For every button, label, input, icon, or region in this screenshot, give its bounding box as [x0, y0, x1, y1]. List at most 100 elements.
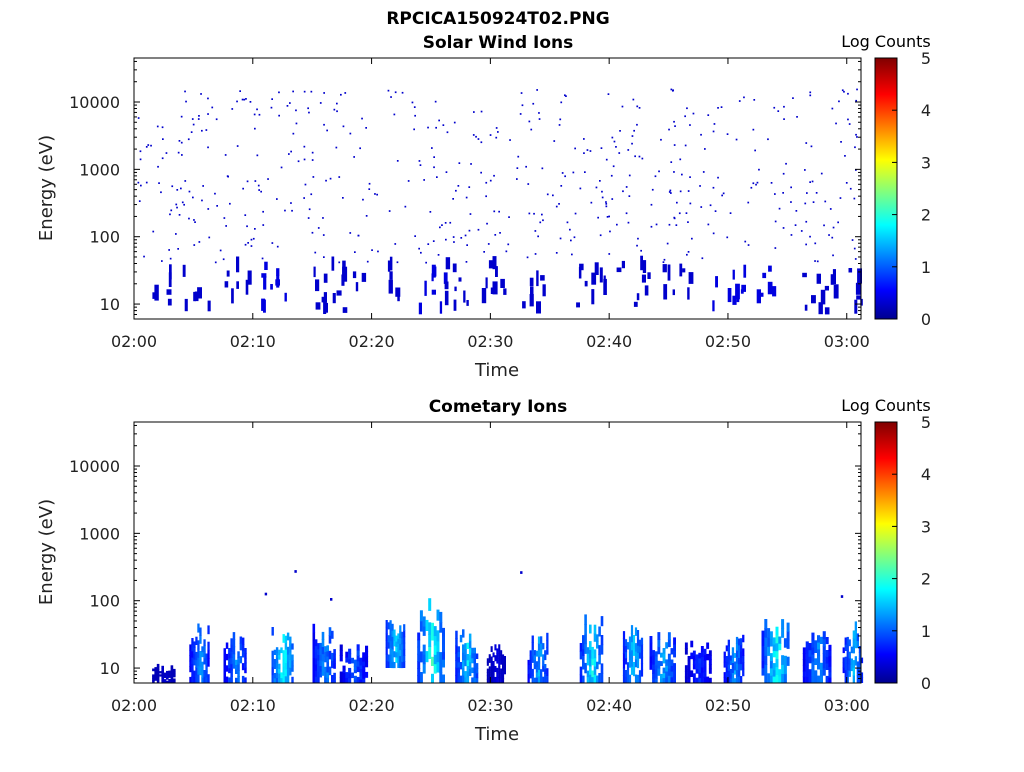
heatmap-cell	[254, 180, 257, 182]
heatmap-cell	[811, 661, 815, 669]
heatmap-cell	[457, 677, 460, 683]
heatmap-cell	[317, 227, 320, 229]
heatmap-cell	[462, 652, 465, 661]
heatmap-cell	[170, 209, 173, 212]
heatmap-cell	[673, 217, 676, 220]
heatmap-cell	[207, 641, 210, 651]
heatmap-cell	[188, 190, 191, 193]
colorbar	[874, 421, 898, 684]
heatmap-cell	[699, 185, 701, 187]
heatmap-cell	[847, 118, 849, 121]
heatmap-cell	[684, 665, 688, 672]
heatmap-cell	[612, 165, 615, 168]
heatmap-cell	[303, 158, 306, 161]
heatmap-cell	[673, 650, 676, 658]
heatmap-cell	[579, 643, 583, 652]
heatmap-cell	[390, 96, 392, 98]
heatmap-cell	[824, 285, 829, 291]
heatmap-cell	[673, 663, 676, 671]
heatmap-cell	[439, 301, 443, 314]
heatmap-cell	[152, 230, 155, 233]
heatmap-cell	[673, 171, 675, 173]
heatmap-cell	[420, 251, 422, 254]
heatmap-cells	[137, 88, 863, 315]
heatmap-cell	[224, 154, 227, 156]
heatmap-cell	[764, 664, 768, 674]
heatmap-cell	[475, 672, 479, 679]
colorbar-tick-label: 4	[921, 101, 931, 120]
heatmap-cell	[396, 160, 399, 162]
heatmap-cell	[628, 195, 631, 197]
heatmap-cell	[246, 180, 249, 183]
heatmap-cell	[323, 292, 327, 303]
heatmap-cell	[417, 632, 421, 641]
heatmap-cell	[353, 662, 357, 667]
heatmap-cell	[564, 94, 566, 97]
heatmap-cell	[778, 636, 782, 644]
y-tick-label: 1000	[79, 160, 120, 179]
heatmap-cell	[584, 643, 587, 654]
heatmap-cell	[332, 293, 336, 304]
heatmap-cell	[276, 245, 279, 248]
heatmap-cell	[540, 675, 543, 683]
heatmap-cell	[239, 656, 243, 664]
heatmap-cell	[244, 667, 247, 674]
heatmap-cell	[569, 228, 571, 231]
heatmap-cell	[442, 659, 445, 668]
heatmap-cell	[691, 237, 693, 240]
heatmap-cell	[502, 666, 505, 672]
heatmap-cell	[231, 108, 234, 110]
heatmap-cell	[706, 653, 710, 661]
heatmap-cell	[241, 663, 245, 671]
heatmap-cell	[630, 633, 634, 643]
heatmap-cell	[214, 192, 216, 195]
heatmap-cell	[576, 302, 580, 308]
heatmap-cell	[468, 668, 472, 676]
heatmap-cell	[828, 677, 832, 683]
heatmap-cell	[271, 674, 274, 683]
heatmap-cell	[772, 637, 776, 645]
heatmap-cell	[178, 214, 181, 216]
heatmap-cell	[842, 667, 845, 674]
heatmap-cell	[236, 145, 239, 147]
heatmap-cell	[774, 193, 776, 195]
heatmap-cell	[328, 666, 332, 676]
heatmap-cell	[846, 656, 849, 664]
heatmap-cell	[609, 230, 611, 233]
heatmap-cell	[727, 639, 730, 647]
heatmap-cell	[399, 655, 402, 663]
x-axis: 02:00 02:10 02:20 02:30 02:40 02:50 03:00	[111, 58, 870, 351]
heatmap-cell	[522, 301, 526, 309]
heatmap-cell	[429, 211, 432, 213]
heatmap-cell	[700, 133, 702, 136]
heatmap-cell	[723, 651, 726, 658]
heatmap-cell	[237, 669, 240, 677]
heatmap-cell	[242, 187, 244, 190]
heatmap-cell	[846, 675, 849, 683]
heatmap-cell	[636, 674, 640, 683]
heatmap-cell	[193, 647, 196, 654]
heatmap-cell	[201, 677, 204, 683]
heatmap-cell	[195, 667, 198, 676]
y-axis-label: Energy (eV)	[36, 135, 57, 241]
heatmap-cell	[331, 675, 334, 683]
heatmap-cell	[731, 667, 735, 673]
heatmap-cell	[624, 639, 628, 646]
heatmap-cell	[537, 649, 541, 657]
heatmap-cell	[493, 174, 495, 177]
heatmap-cell	[303, 90, 306, 93]
heatmap-cell	[532, 102, 535, 105]
heatmap-cell	[470, 163, 472, 165]
heatmap-cell	[193, 219, 195, 221]
heatmap-cell	[422, 644, 426, 655]
heatmap-cell	[667, 632, 671, 640]
heatmap-cell	[241, 650, 245, 658]
heatmap-cell	[419, 620, 423, 632]
heatmap-cell	[455, 675, 458, 683]
heatmap-cell	[291, 643, 294, 650]
heatmap-cell	[741, 284, 746, 292]
heatmap-cell	[207, 146, 209, 149]
heatmap-cell	[822, 638, 826, 647]
heatmap-cells	[152, 570, 864, 683]
